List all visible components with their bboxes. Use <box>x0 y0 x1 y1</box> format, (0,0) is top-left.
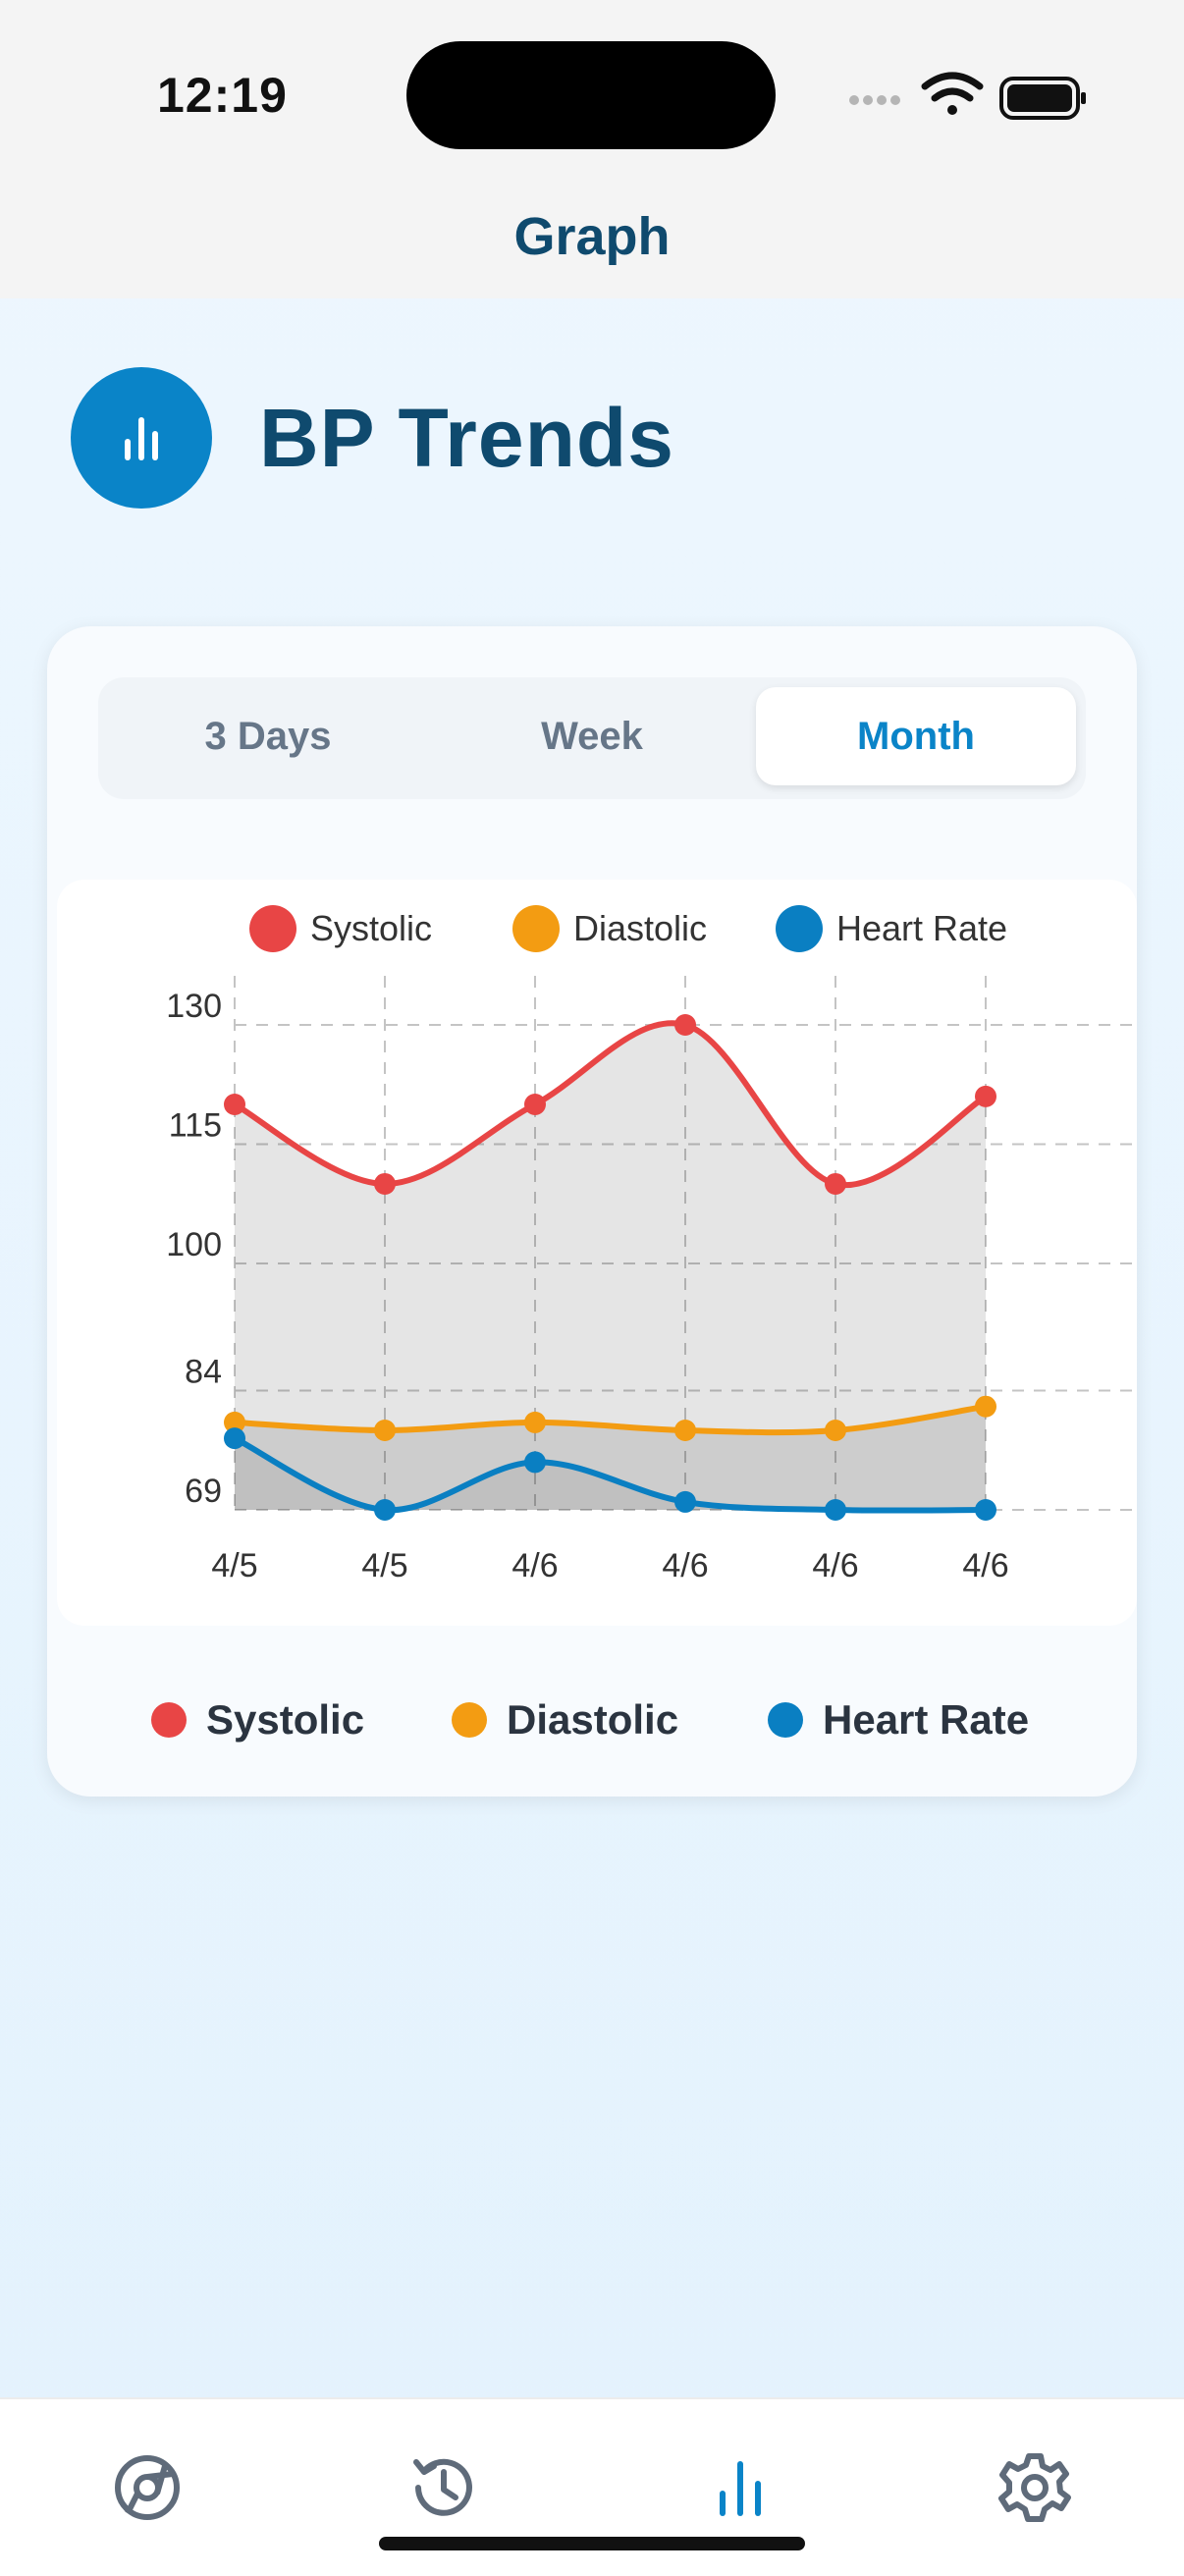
data-point-systolic <box>975 1085 996 1107</box>
tab-history-icon[interactable] <box>404 2448 483 2527</box>
bar-chart-icon <box>125 417 158 460</box>
segment-month[interactable]: Month <box>756 687 1076 785</box>
legend-bottom: Systolic Diastolic Heart Rate <box>47 1696 1137 1755</box>
home-indicator <box>379 2537 805 2550</box>
status-icons <box>849 72 1086 120</box>
legend-item-diastolic: Diastolic <box>452 1696 678 1744</box>
legend-label-top-heart-rate: Heart Rate <box>836 908 1007 948</box>
data-point-diastolic <box>825 1420 846 1442</box>
x-tick-label: 4/6 <box>511 1547 558 1584</box>
data-point-heart-rate <box>374 1499 396 1521</box>
x-tick-label: 4/6 <box>962 1547 1008 1584</box>
data-point-systolic <box>524 1093 546 1115</box>
data-point-heart-rate <box>975 1499 996 1521</box>
battery-icon <box>999 77 1086 120</box>
line-heart-rate <box>232 1435 989 1514</box>
bp-line-chart: 130 115 100 84 69 4/5 4/5 4/6 4/6 4/6 4/6 Systolic D… <box>166 905 1137 1584</box>
legend-dot-heart-rate <box>768 1702 803 1738</box>
data-point-heart-rate <box>224 1427 245 1450</box>
y-tick-label: 115 <box>169 1106 222 1144</box>
data-point-diastolic <box>674 1420 696 1442</box>
x-tick-label: 4/5 <box>211 1547 257 1584</box>
page-title: BP Trends <box>259 392 674 484</box>
data-point-diastolic <box>374 1420 396 1442</box>
legend-item-systolic: Systolic <box>151 1696 364 1744</box>
chart-card: 3 Days Week Month 130 115 100 84 69 4/5 4/5 4/6… <box>47 626 1137 1797</box>
y-tick-label: 84 <box>185 1354 222 1391</box>
x-tick-label: 4/6 <box>662 1547 708 1584</box>
data-point-heart-rate <box>524 1451 546 1474</box>
data-point-systolic <box>224 1093 245 1115</box>
status-time: 12:19 <box>157 68 288 123</box>
legend-label-top-diastolic: Diastolic <box>573 908 707 948</box>
y-tick-label: 69 <box>185 1473 222 1510</box>
legend-label-systolic: Systolic <box>206 1696 365 1743</box>
header-chart-icon <box>71 367 212 509</box>
legend-dot-diastolic <box>452 1702 487 1738</box>
status-bar: 12:19 <box>0 0 1184 157</box>
segment-week[interactable]: Week <box>541 714 643 758</box>
data-point-systolic <box>674 1014 696 1036</box>
tab-home-chrome-circle-icon[interactable] <box>108 2448 187 2527</box>
legend-dot-top-heart-rate <box>776 905 823 952</box>
data-point-heart-rate <box>825 1499 846 1521</box>
nav-title: Graph <box>513 207 671 266</box>
data-point-systolic <box>374 1172 396 1195</box>
legend-dot-top-systolic <box>249 905 296 952</box>
legend-label-top-systolic: Systolic <box>310 908 432 948</box>
line-systolic <box>232 1020 989 1189</box>
data-point-diastolic <box>524 1411 546 1433</box>
x-tick-label: 4/5 <box>361 1547 407 1584</box>
x-tick-label: 4/6 <box>812 1547 858 1584</box>
data-point-heart-rate <box>674 1490 696 1513</box>
data-point-systolic <box>825 1172 846 1195</box>
segment-3-days[interactable]: 3 Days <box>204 714 332 758</box>
dynamic-island <box>406 41 776 149</box>
legend-label-heart-rate: Heart Rate <box>823 1696 1030 1743</box>
y-tick-label: 130 <box>166 988 222 1025</box>
cellular-icon <box>849 95 900 105</box>
tab-settings-gear-icon[interactable] <box>996 2448 1074 2527</box>
tab-graph-bar-chart-icon[interactable] <box>701 2448 780 2527</box>
y-tick-label: 100 <box>166 1226 222 1263</box>
nav-bar: Graph <box>0 157 1184 298</box>
chart-container: 130 115 100 84 69 4/5 4/5 4/6 4/6 4/6 4/6 Systolic D… <box>57 880 1137 1626</box>
area-heart-rate <box>235 1438 986 1511</box>
wifi-icon <box>921 72 984 115</box>
area-systolic <box>235 1023 986 1510</box>
range-segmented-control: 3 Days Week Month <box>98 677 1086 799</box>
data-point-diastolic <box>224 1411 245 1433</box>
legend-dot-top-diastolic <box>512 905 560 952</box>
line-diastolic <box>232 1403 989 1436</box>
legend-label-diastolic: Diastolic <box>507 1696 679 1743</box>
data-point-diastolic <box>975 1395 996 1418</box>
legend-dot-systolic <box>151 1702 187 1738</box>
legend-item-heart-rate: Heart Rate <box>768 1696 1029 1744</box>
